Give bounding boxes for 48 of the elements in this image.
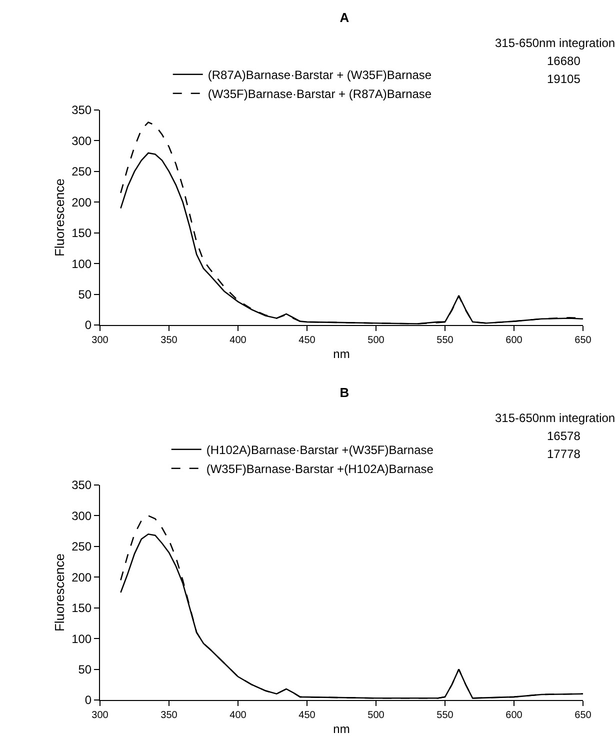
y-tick-label: 0 [84,318,92,332]
x-tick-label: 300 [92,335,109,346]
text: 17778 [547,447,581,461]
x-axis-title: nm [333,346,350,361]
text: 16578 [547,429,581,443]
x-tick-label: 650 [574,335,592,346]
y-tick-label: 150 [72,226,92,240]
chart-title: B [340,385,350,400]
y-tick-label: 50 [78,662,92,676]
x-tick-label: 400 [230,710,247,721]
x-tick-label: 300 [92,710,109,721]
chart-title: A [340,10,350,26]
y-tick-label: 100 [72,632,92,646]
legend-label: (W35F)Barnase·Barstar +(H102A)Barnase [206,462,434,476]
y-tick-label: 250 [72,164,92,179]
text: 315-650nm integration [495,36,615,50]
y-tick-label: 200 [72,195,92,210]
y-tick-label: 350 [72,103,92,118]
x-tick-label: 550 [436,710,454,721]
x-tick-label: 600 [506,335,523,346]
x-tick-label: 450 [298,710,316,721]
x-tick-label: 500 [368,710,385,721]
x-tick-label: 400 [230,335,247,346]
y-tick-label: 100 [72,256,92,271]
x-tick-label: 550 [436,335,454,346]
text: 16680 [547,54,581,68]
x-tick-label: 350 [160,710,178,721]
x-tick-label: 650 [574,710,592,721]
x-tick-label: 600 [506,710,523,721]
y-tick-label: 50 [78,287,92,302]
y-tick-label: 300 [72,508,92,523]
legend-label: (W35F)Barnase·Barstar + (R87A)Barnase [208,87,432,102]
x-axis-title: nm [333,722,350,736]
text: 19105 [547,72,581,86]
y-tick-label: 200 [72,570,92,584]
y-tick-label: 150 [72,601,92,616]
x-tick-label: 500 [368,335,385,346]
y-axis-title: Fluorescence [52,178,67,257]
text: 315-650nm integration [495,411,615,425]
y-axis-title: Fluorescence [52,553,67,632]
y-tick-label: 0 [84,693,92,708]
x-tick-label: 450 [298,335,316,346]
y-tick-label: 300 [72,134,92,148]
y-tick-label: 350 [72,478,92,492]
x-tick-label: 350 [160,335,178,346]
legend-label: (H102A)Barnase·Barstar +(W35F)Barnase [206,443,434,458]
y-tick-label: 250 [72,540,92,554]
legend-label: (R87A)Barnase·Barstar + (W35F)Barnase [208,68,432,82]
